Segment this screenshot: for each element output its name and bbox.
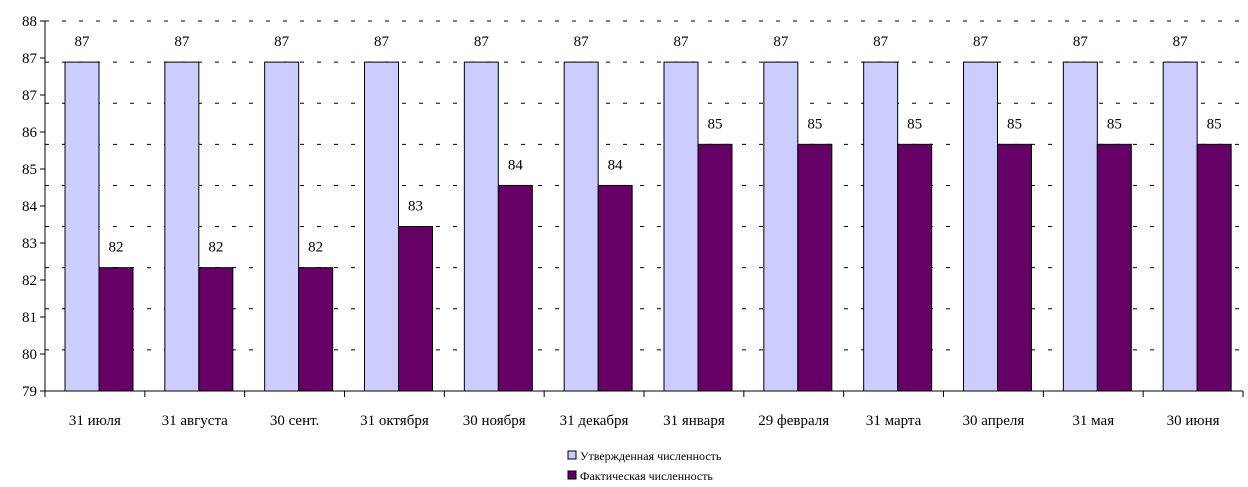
bar-approved xyxy=(963,61,998,392)
y-axis-ticks: 79 80 81 82 83 84 85 86 87 87 88 xyxy=(22,14,38,400)
data-label: 87 xyxy=(1173,34,1189,50)
bar-approved xyxy=(364,61,399,392)
bar-approved xyxy=(264,61,300,392)
bar-actual xyxy=(797,143,833,392)
x-tick-label: 31 января xyxy=(663,413,725,429)
y-tick-label: 87 xyxy=(22,88,38,104)
x-tick-label: 31 мая xyxy=(1072,413,1114,429)
data-label: 85 xyxy=(1207,116,1222,132)
x-tick-label: 30 сент. xyxy=(270,413,319,429)
data-label: 87 xyxy=(274,34,290,50)
bar-approved xyxy=(563,61,599,392)
data-label: 87 xyxy=(1073,34,1089,50)
data-label: 85 xyxy=(1107,116,1122,132)
legend-label: Фактическая численность xyxy=(580,469,713,483)
data-label: 82 xyxy=(308,240,323,256)
bars xyxy=(64,61,1232,392)
bar-actual xyxy=(997,143,1032,392)
legend-swatch xyxy=(567,470,577,480)
x-tick-label: 31 августа xyxy=(162,413,229,429)
bar-actual xyxy=(897,143,933,392)
data-label: 84 xyxy=(508,157,524,173)
bar-actual xyxy=(597,184,633,392)
bar-actual xyxy=(1196,143,1232,392)
bar-actual xyxy=(1096,143,1132,392)
bar-actual xyxy=(298,267,334,392)
x-tick-label: 30 апреля xyxy=(963,413,1025,429)
x-tick-label: 31 декабря xyxy=(560,413,629,429)
data-label: 83 xyxy=(408,199,423,215)
data-label: 87 xyxy=(674,34,690,50)
data-label: 87 xyxy=(873,34,889,50)
data-label: 85 xyxy=(807,116,822,132)
bar-actual xyxy=(98,267,134,392)
data-label: 82 xyxy=(109,240,124,256)
data-label: 87 xyxy=(75,34,91,50)
x-tick-label: 31 октября xyxy=(360,413,429,429)
x-axis-ticks: 31 июля 31 августа 30 сент. 31 октября 30 но… xyxy=(69,413,1220,429)
x-tick-label: 31 июля xyxy=(69,413,121,429)
x-tick-label: 29 февраля xyxy=(758,413,829,429)
bar-approved xyxy=(1062,61,1098,392)
data-labels: 87 82 87 82 87 82 87 83 87 84 87 84 87 85 87 85 87 85 87 85… xyxy=(75,34,1222,256)
data-label: 87 xyxy=(574,34,590,50)
data-label: 87 xyxy=(174,34,190,50)
x-tick-label: 30 июня xyxy=(1167,413,1220,429)
data-label: 87 xyxy=(973,34,989,50)
data-label: 82 xyxy=(208,240,223,256)
data-label: 85 xyxy=(708,116,723,132)
data-label: 87 xyxy=(374,34,390,50)
x-tick-label: 30 ноября xyxy=(463,413,526,429)
axes xyxy=(40,20,1244,397)
y-tick-label: 82 xyxy=(22,273,37,289)
bar-approved xyxy=(663,61,699,392)
legend: Утвержденная численность Фактическая числ… xyxy=(567,449,722,483)
gridlines xyxy=(45,20,1243,351)
y-tick-label: 88 xyxy=(22,14,37,30)
bar-actual xyxy=(398,226,433,392)
y-tick-label: 79 xyxy=(22,384,37,400)
legend-swatch xyxy=(567,450,577,460)
legend-label: Утвержденная численность xyxy=(580,449,722,463)
bar-actual xyxy=(497,184,533,392)
bar-approved xyxy=(863,61,899,392)
data-label: 85 xyxy=(907,116,922,132)
y-tick-label: 86 xyxy=(22,125,38,141)
y-tick-label: 87 xyxy=(22,51,38,67)
data-label: 84 xyxy=(608,157,624,173)
bar-approved xyxy=(164,61,200,392)
bar-actual xyxy=(697,143,733,392)
y-tick-label: 84 xyxy=(22,199,38,215)
data-label: 87 xyxy=(773,34,789,50)
y-tick-label: 83 xyxy=(22,236,37,252)
y-tick-label: 85 xyxy=(22,162,37,178)
bar-approved xyxy=(763,61,799,392)
bar-actual xyxy=(198,267,234,392)
data-label: 87 xyxy=(474,34,490,50)
bar-approved xyxy=(1162,61,1198,392)
bar-approved xyxy=(64,61,100,392)
y-tick-label: 80 xyxy=(22,347,37,363)
data-label: 85 xyxy=(1007,116,1022,132)
x-tick-label: 31 марта xyxy=(866,413,922,429)
bar-approved xyxy=(463,61,499,392)
y-tick-label: 81 xyxy=(22,310,37,326)
